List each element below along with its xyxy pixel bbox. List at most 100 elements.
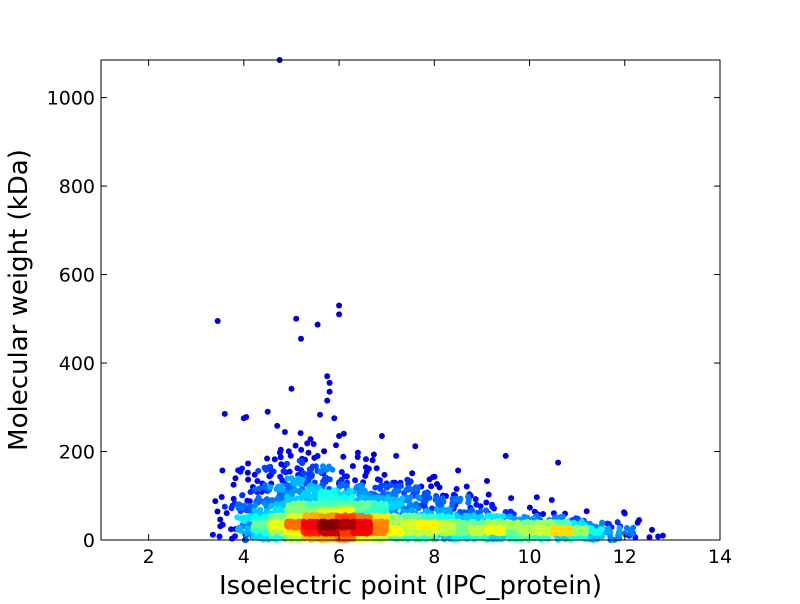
data-point [284,460,290,467]
data-point [284,475,291,482]
data-point [230,481,237,488]
data-point [295,500,302,507]
data-point [307,482,314,489]
x-tick-label: 4 [238,546,250,568]
data-point [278,461,285,468]
data-point [621,530,628,537]
data-point [293,315,300,322]
data-point [311,492,318,498]
data-point [394,527,400,534]
data-point [424,489,431,496]
data-point [251,471,258,478]
data-point [216,533,223,540]
data-point [234,514,241,521]
data-point [423,507,430,514]
data-point [267,484,274,491]
data-point [232,475,239,482]
data-point [285,448,292,455]
data-point [284,493,291,500]
data-point [659,532,666,539]
data-point [322,475,328,482]
data-point [448,519,455,526]
data-points [209,57,666,543]
data-point [317,513,324,520]
data-point [646,534,653,541]
data-point [274,519,281,525]
data-point [403,486,410,493]
data-point [250,534,257,540]
data-point [310,500,317,507]
data-point [496,518,503,525]
data-point [289,496,295,503]
data-point [288,385,295,392]
data-point [374,528,381,535]
data-point [274,422,281,429]
data-point [430,518,436,525]
data-point [455,536,462,542]
data-point [355,502,362,509]
data-point [409,470,416,477]
data-point [246,502,253,509]
data-point [463,483,470,490]
data-point [309,512,316,519]
data-point [465,497,472,504]
data-point [597,526,604,533]
data-point [649,526,655,533]
x-tick-label: 2 [143,546,155,568]
data-point [483,507,490,514]
data-point [415,484,422,491]
data-point [336,311,343,318]
data-point [338,481,345,488]
data-point [363,456,369,463]
data-point [349,494,356,501]
data-point [319,489,325,496]
data-point [484,530,491,536]
data-point [398,483,404,489]
data-point [336,302,343,309]
data-point [277,454,284,461]
data-point [381,525,388,532]
data-point [254,478,261,484]
data-point [304,530,311,537]
data-point [313,519,319,526]
data-point [304,440,311,447]
data-point [535,525,542,531]
data-point [489,501,496,508]
data-point [401,513,408,520]
data-point [279,495,286,502]
data-point [237,527,244,534]
data-point [420,513,427,520]
data-point [359,482,366,489]
data-point [298,446,305,453]
x-tick-label: 8 [428,546,440,568]
data-point [347,506,354,513]
data-point [218,494,225,500]
data-point [223,510,230,517]
data-point [280,468,287,475]
data-point [557,520,564,527]
data-point [244,469,251,476]
data-point [416,495,423,502]
data-point [377,477,383,484]
data-point [352,477,359,484]
data-point [263,466,269,473]
data-point [370,451,377,458]
y-tick-label: 800 [59,176,95,198]
data-point [361,487,368,494]
data-point [580,520,586,527]
data-point [408,486,415,493]
data-point [326,465,333,472]
data-point [228,526,235,533]
data-point [366,523,373,530]
data-point [426,523,433,530]
data-point [297,477,303,484]
data-point [349,463,356,470]
data-point [378,433,385,439]
data-point [318,468,325,475]
data-point [383,502,390,509]
data-point [287,452,294,459]
data-point [255,508,262,515]
y-tick-label: 1000 [47,88,95,110]
data-point [616,524,623,531]
